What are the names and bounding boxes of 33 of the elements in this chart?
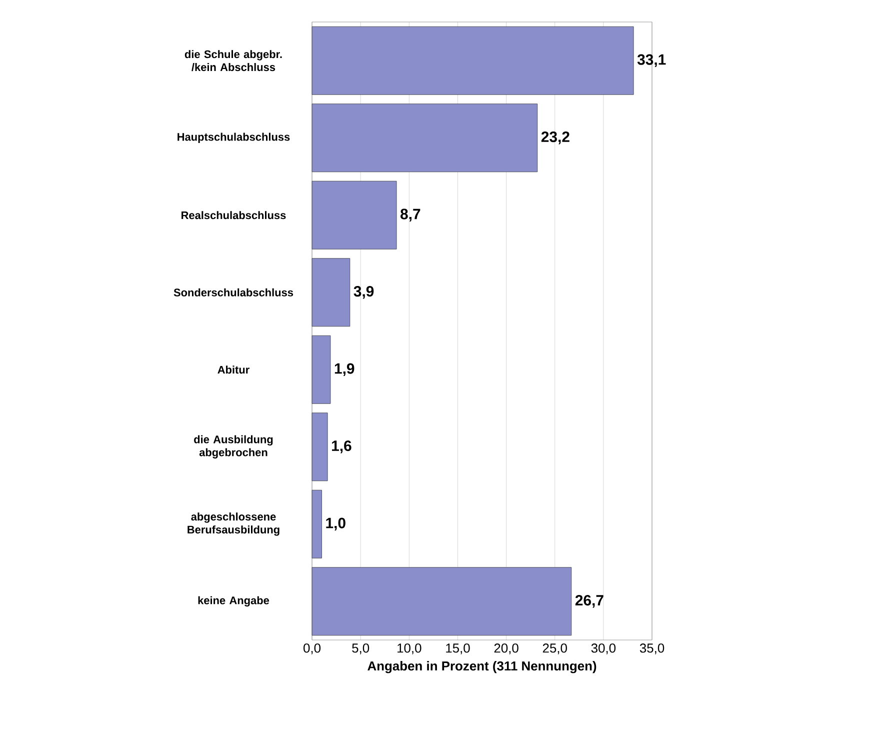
bar — [312, 490, 322, 558]
x-tick-label: 10,0 — [398, 644, 422, 654]
y-tick-label: Hauptschulabschluss — [178, 132, 290, 143]
y-tick-label: abgeschlossene Berufsausbildung — [188, 512, 280, 536]
y-tick-label: Sonderschulabschluss — [174, 288, 294, 296]
x-tick-label: 30,0 — [591, 644, 616, 654]
data-label: 3,9 — [354, 286, 374, 299]
bar — [312, 335, 331, 404]
y-tick-label: Realschulabschluss — [182, 211, 286, 220]
data-label: 1,6 — [332, 440, 352, 454]
x-axis-title: Angaben in Prozent (311 Nennungen) — [368, 661, 596, 674]
x-tick-label: 5,0 — [352, 644, 370, 654]
x-tick-label: 20,0 — [494, 644, 518, 654]
bar — [312, 258, 350, 327]
bar — [312, 180, 397, 250]
bar — [312, 412, 328, 482]
bar — [312, 567, 572, 636]
data-label: 1,9 — [334, 363, 354, 376]
x-tick-label: 0,0 — [304, 644, 321, 654]
data-label: 1,0 — [326, 518, 346, 530]
bar — [312, 26, 634, 95]
y-tick-label: die Schule abgebr. /kein Abschluss — [184, 50, 282, 72]
data-label: 8,7 — [400, 208, 420, 222]
y-tick-label: keine Angabe — [198, 596, 270, 607]
bar — [312, 104, 538, 172]
x-tick-label: 15,0 — [446, 644, 470, 654]
x-tick-label: 35,0 — [640, 644, 664, 654]
y-tick-label: Abitur — [218, 366, 250, 374]
data-label: 23,2 — [541, 131, 570, 144]
data-label: 26,7 — [575, 594, 604, 608]
y-tick-label: die Ausbildung abgebrochen — [194, 435, 273, 458]
data-label: 33,1 — [637, 54, 666, 67]
x-tick-label: 25,0 — [542, 644, 567, 654]
